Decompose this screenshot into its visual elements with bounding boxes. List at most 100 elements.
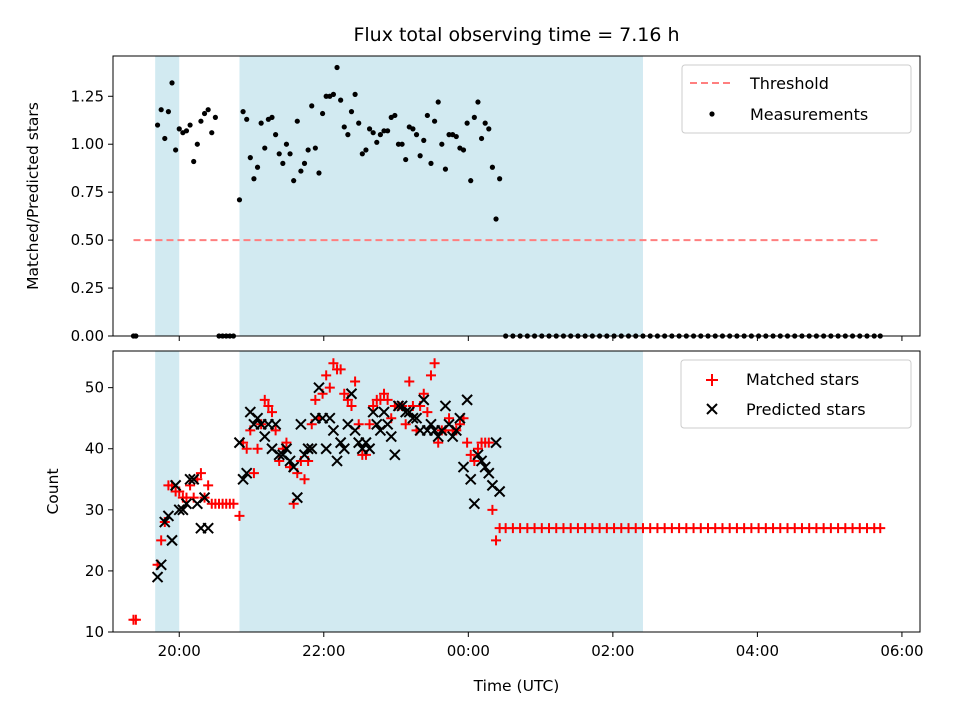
predicted-star-point — [367, 406, 379, 418]
measurement-point — [305, 147, 311, 153]
predicted-star-point — [331, 455, 343, 467]
predicted-star-point — [159, 516, 171, 528]
measurement-point — [205, 107, 211, 113]
measurement-point — [201, 110, 208, 117]
matched-star-point — [203, 480, 214, 491]
measurement-point — [345, 132, 351, 138]
measurement-point — [471, 114, 477, 120]
predicted-star-point — [468, 498, 481, 510]
measurement-point — [464, 120, 470, 126]
predicted-star-point — [381, 418, 394, 431]
matched-star-point — [321, 370, 332, 381]
predicted-star-point — [407, 412, 419, 424]
measurement-point — [421, 137, 427, 143]
bottom-y-tick-label: 20 — [85, 562, 104, 580]
predicted-star-point — [465, 473, 477, 485]
measurement-point — [165, 109, 172, 115]
matched-star-point — [266, 407, 277, 418]
matched-star-point — [483, 437, 494, 448]
matched-star-point — [234, 510, 245, 521]
measurement-point — [262, 145, 268, 151]
bottom-y-tick-label: 30 — [85, 501, 104, 519]
bottom-plot-frame — [112, 350, 921, 633]
predicted-star-point — [202, 522, 214, 534]
predicted-star-point — [240, 467, 253, 479]
measurement-point — [194, 141, 200, 147]
predicted-star-point — [302, 443, 314, 455]
measurement-point — [273, 132, 279, 138]
matched-star-point — [281, 437, 292, 448]
predicted-star-point — [284, 455, 296, 467]
matched-star-point — [418, 388, 429, 399]
measurement-point — [301, 160, 308, 166]
matched-star-point — [252, 443, 263, 454]
matched-star-point — [875, 523, 886, 534]
measurement-point — [173, 147, 179, 153]
measurement-point — [403, 156, 409, 163]
top-y-axis-label: Matched/Predicted stars — [24, 102, 42, 290]
matched-star-point — [368, 400, 379, 411]
measurement-point — [352, 91, 358, 97]
predicted-star-point — [184, 473, 196, 485]
matched-star-point — [425, 370, 436, 381]
top-shaded-interval-1 — [239, 56, 643, 336]
measurement-point — [158, 107, 164, 113]
top-y-tick-label: 0.25 — [71, 279, 104, 297]
matched-star-point — [400, 419, 411, 430]
matched-star-point — [444, 413, 455, 424]
predicted-star-point — [360, 436, 372, 449]
x-tick-label: 04:00 — [736, 642, 779, 660]
legend-threshold-label: Threshold — [749, 74, 829, 93]
matched-star-point — [259, 394, 270, 405]
measurement-point — [413, 132, 420, 138]
predicted-star-point — [450, 424, 462, 437]
measurement-point — [254, 164, 261, 170]
matched-star-point — [328, 358, 339, 369]
measurement-point — [251, 176, 257, 182]
matched-star-point — [433, 437, 444, 448]
matched-star-point — [299, 474, 310, 485]
predicted-star-point — [483, 467, 495, 479]
measurement-point — [482, 120, 488, 126]
predicted-star-point — [287, 461, 300, 473]
predicted-star-point — [479, 461, 491, 473]
predicted-star-point — [320, 443, 332, 455]
legend-predicted-label: Predicted stars — [746, 400, 866, 419]
predicted-star-point — [385, 430, 397, 443]
measurement-point — [395, 141, 402, 147]
predicted-star-point — [490, 436, 502, 449]
measurement-point — [312, 145, 318, 151]
predicted-star-point — [389, 449, 401, 461]
predicted-star-point — [291, 491, 303, 504]
matched-star-point — [422, 407, 433, 418]
top-y-tick-label: 0.75 — [71, 183, 104, 201]
matched-star-point — [335, 364, 346, 375]
predicted-star-point — [338, 443, 350, 455]
top-y-tick-label: 0.00 — [71, 327, 104, 345]
predicted-star-point — [475, 455, 488, 467]
top-y-tick-label: 0.50 — [71, 231, 104, 249]
predicted-star-point — [177, 504, 189, 516]
measurement-point — [392, 112, 398, 119]
predicted-star-point — [251, 412, 264, 424]
predicted-star-point — [295, 418, 307, 431]
measurement-point — [363, 147, 369, 153]
measurement-point — [475, 99, 481, 105]
matched-star-point — [382, 394, 393, 405]
x-tick-label: 02:00 — [591, 642, 634, 660]
measurement-point — [244, 116, 250, 122]
predicted-star-point — [151, 571, 164, 583]
bottom-y-tick-label: 40 — [85, 440, 104, 458]
x-tick-label: 00:00 — [447, 642, 490, 660]
measurement-point — [212, 114, 218, 120]
matched-star-point — [241, 443, 252, 454]
predicted-star-point — [259, 430, 271, 443]
matched-star-point — [364, 419, 375, 430]
predicted-star-point — [363, 443, 376, 455]
matched-star-point — [472, 443, 483, 454]
predicted-star-point — [334, 436, 347, 449]
predicted-star-point — [457, 461, 470, 473]
measurement-point — [468, 178, 474, 184]
measurement-point — [169, 80, 175, 86]
